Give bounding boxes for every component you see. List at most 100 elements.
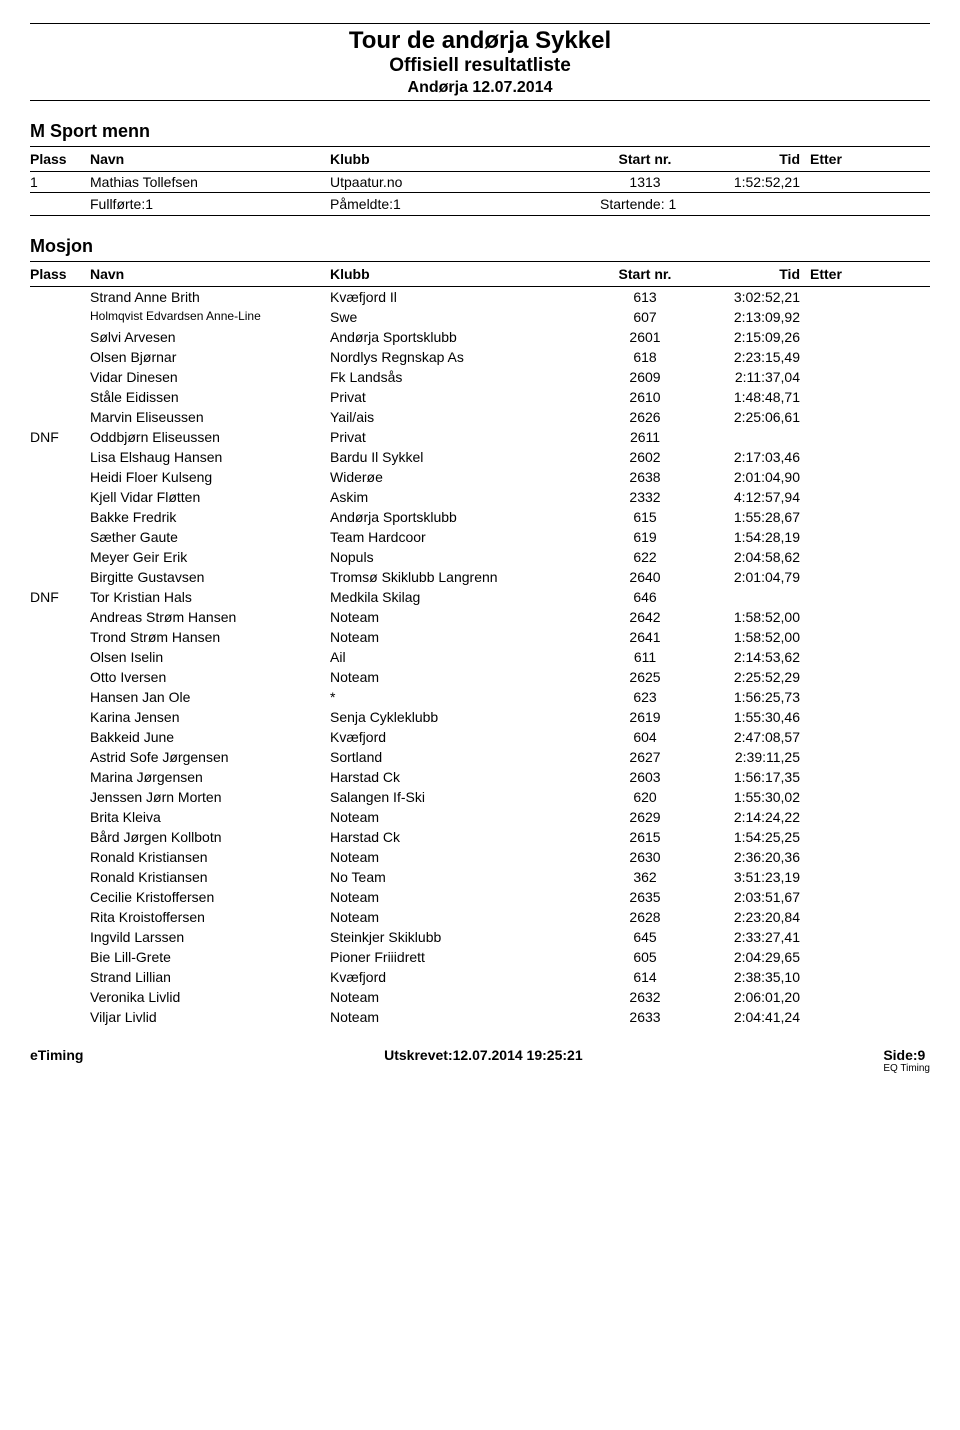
cell-navn: Kjell Vidar Fløtten [90,489,330,505]
cell-klubb: Fk Landsås [330,369,600,385]
cell-navn: Jenssen Jørn Morten [90,789,330,805]
table-row: Sølvi ArvesenAndørja Sportsklubb26012:15… [30,327,930,347]
cell-start: 620 [600,789,690,805]
cell-navn: Rita Kroistoffersen [90,909,330,925]
cell-plass [30,789,90,805]
table-row: Astrid Sofe JørgensenSortland26272:39:11… [30,747,930,767]
cell-start: 611 [600,649,690,665]
table-header: Plass Navn Klubb Start nr. Tid Etter [30,146,930,172]
cell-plass [30,949,90,965]
cell-tid: 2:23:15,49 [690,349,810,365]
cell-tid: 2:36:20,36 [690,849,810,865]
cell-tid: 2:04:41,24 [690,1009,810,1025]
subtitle: Offisiell resultatliste [30,55,930,77]
cell-start: 2601 [600,329,690,345]
cell-klubb: Noteam [330,669,600,685]
table-row: Cecilie KristoffersenNoteam26352:03:51,6… [30,887,930,907]
cell-etter [810,609,890,625]
cell-klubb: Noteam [330,809,600,825]
cell-etter [810,589,890,605]
cell-start: 2633 [600,1009,690,1025]
cell-tid: 3:51:23,19 [690,869,810,885]
cell-start: 605 [600,949,690,965]
cell-tid: 2:04:29,65 [690,949,810,965]
cell-klubb: Harstad Ck [330,769,600,785]
section-title: Mosjon [30,236,930,257]
page-footer: eTiming Utskrevet:12.07.2014 19:25:21 Si… [30,1047,930,1074]
cell-tid: 1:54:25,25 [690,829,810,845]
cell-etter [810,709,890,725]
cell-plass [30,669,90,685]
cell-start: 645 [600,929,690,945]
cell-tid: 2:25:06,61 [690,409,810,425]
cell-plass [30,409,90,425]
table-row: Rita KroistoffersenNoteam26282:23:20,84 [30,907,930,927]
cell-navn: Strand Anne Brith [90,289,330,305]
cell-plass [30,329,90,345]
cell-navn: Sæther Gaute [90,529,330,545]
table-row: DNFTor Kristian HalsMedkila Skilag646 [30,587,930,607]
table-row: Olsen IselinAil6112:14:53,62 [30,647,930,667]
cell-start: 2630 [600,849,690,865]
table-row: Bård Jørgen KollbotnHarstad Ck26151:54:2… [30,827,930,847]
location: Andørja 12.07.2014 [30,79,930,97]
cell-plass [30,709,90,725]
cell-start: 2632 [600,989,690,1005]
cell-start: 604 [600,729,690,745]
cell-start: 2603 [600,769,690,785]
cell-start: 618 [600,349,690,365]
cell-plass [30,889,90,905]
cell-navn: Bård Jørgen Kollbotn [90,829,330,845]
cell-etter [810,689,890,705]
table-row: Bie Lill-GretePioner Friiidrett6052:04:2… [30,947,930,967]
cell-plass [30,689,90,705]
col-tid: Tid [690,151,810,167]
cell-klubb: Medkila Skilag [330,589,600,605]
cell-start: 2609 [600,369,690,385]
cell-plass: 1 [30,174,90,190]
cell-plass [30,549,90,565]
cell-navn: Karina Jensen [90,709,330,725]
cell-plass: DNF [30,589,90,605]
cell-klubb: Noteam [330,609,600,625]
table-row: Bakke FredrikAndørja Sportsklubb6151:55:… [30,507,930,527]
table-row: Trond Strøm HansenNoteam26411:58:52,00 [30,627,930,647]
cell-plass [30,909,90,925]
cell-navn: Otto Iversen [90,669,330,685]
fullforte: Fullførte:1 [30,196,330,212]
cell-klubb: Team Hardcoor [330,529,600,545]
table-row: Otto IversenNoteam26252:25:52,29 [30,667,930,687]
footer-left: eTiming [30,1047,83,1074]
cell-klubb: * [330,689,600,705]
page-header: Tour de andørja Sykkel Offisiell resulta… [30,23,930,101]
cell-tid: 2:01:04,90 [690,469,810,485]
col-klubb: Klubb [330,151,600,167]
cell-tid: 2:39:11,25 [690,749,810,765]
cell-klubb: Privat [330,429,600,445]
cell-navn: Holmqvist Edvardsen Anne-Line [90,309,330,325]
cell-etter [810,509,890,525]
cell-etter [810,549,890,565]
cell-tid: 2:04:58,62 [690,549,810,565]
cell-tid: 2:01:04,79 [690,569,810,585]
cell-start: 2628 [600,909,690,925]
cell-navn: Vidar Dinesen [90,369,330,385]
cell-tid: 1:55:30,02 [690,789,810,805]
table-row: Strand Anne BrithKvæfjord Il6133:02:52,2… [30,287,930,307]
cell-navn: Lisa Elshaug Hansen [90,449,330,465]
cell-plass [30,989,90,1005]
cell-start: 2640 [600,569,690,585]
cell-plass [30,969,90,985]
cell-start: 2629 [600,809,690,825]
cell-etter [810,449,890,465]
cell-etter [810,829,890,845]
footer-right: Side:9 [883,1047,930,1063]
table-row: Strand LillianKvæfjord6142:38:35,10 [30,967,930,987]
cell-tid: 1:48:48,71 [690,389,810,405]
col-start: Start nr. [600,151,690,167]
cell-etter [810,429,890,445]
cell-klubb: Noteam [330,989,600,1005]
cell-klubb: Andørja Sportsklubb [330,329,600,345]
col-start: Start nr. [600,266,690,282]
table-row: Holmqvist Edvardsen Anne-LineSwe6072:13:… [30,307,930,327]
